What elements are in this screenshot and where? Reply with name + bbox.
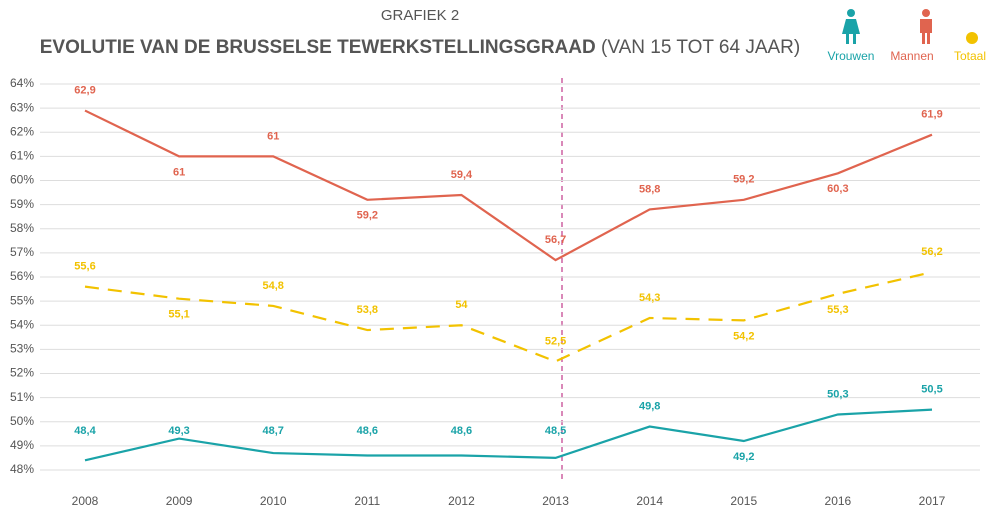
x-tick-label: 2010	[260, 494, 287, 508]
x-tick-label: 2014	[636, 494, 663, 508]
value-label: 61	[173, 166, 185, 178]
value-label: 54,3	[639, 292, 660, 304]
y-tick-label: 58%	[10, 221, 34, 235]
value-label: 54,8	[263, 280, 284, 292]
value-label: 62,9	[74, 84, 95, 96]
legend-label: Totaal	[954, 49, 986, 63]
value-label: 48,6	[357, 425, 378, 437]
legend-label: Mannen	[890, 49, 933, 63]
series-line	[84, 109, 933, 262]
y-tick-label: 59%	[10, 197, 34, 211]
series-line	[84, 408, 933, 462]
chart-title: EVOLUTIE VAN DE BRUSSELSE TEWERKSTELLING…	[40, 37, 800, 58]
x-tick-label: 2016	[825, 494, 852, 508]
y-tick-label: 48%	[10, 462, 34, 476]
value-label: 55,1	[168, 309, 189, 321]
value-label: 48,7	[263, 425, 284, 437]
y-tick-label: 56%	[10, 269, 34, 283]
value-label: 55,6	[74, 261, 95, 273]
value-label: 48,6	[451, 425, 472, 437]
x-tick-label: 2015	[730, 494, 757, 508]
value-label: 54	[455, 299, 468, 311]
title-suffix: (VAN 15 TOT 64 JAAR)	[601, 37, 800, 58]
x-tick-label: 2017	[919, 494, 946, 508]
series-line	[84, 271, 933, 363]
y-tick-label: 57%	[10, 245, 34, 259]
chart-subtitle: GRAFIEK 2	[381, 7, 459, 24]
y-tick-label: 53%	[10, 342, 34, 356]
value-label: 49,3	[168, 425, 189, 437]
y-tick-label: 61%	[10, 149, 34, 163]
x-tick-label: 2013	[542, 494, 569, 508]
value-label: 56,7	[545, 234, 566, 246]
value-label: 52,5	[545, 335, 566, 347]
value-label: 48,5	[545, 425, 566, 437]
y-tick-label: 55%	[10, 293, 34, 307]
x-tick-label: 2009	[166, 494, 193, 508]
value-label: 48,4	[74, 425, 96, 437]
total-icon	[966, 32, 978, 44]
x-tick-label: 2011	[354, 494, 380, 508]
value-label: 49,8	[639, 400, 660, 412]
value-label: 56,2	[921, 246, 942, 258]
grid	[40, 83, 980, 471]
value-label: 59,4	[451, 169, 473, 181]
female-icon	[842, 9, 860, 44]
value-label: 49,2	[733, 451, 754, 463]
title-main: EVOLUTIE VAN DE BRUSSELSE TEWERKSTELLING…	[40, 37, 596, 58]
value-label: 54,2	[733, 330, 754, 342]
legend-label: Vrouwen	[828, 49, 875, 63]
value-label: 53,8	[357, 304, 378, 316]
y-tick-label: 54%	[10, 317, 34, 331]
legend: Vrouwen Mannen Totaal	[828, 9, 986, 63]
value-label: 59,2	[733, 174, 754, 186]
value-label: 61,9	[921, 109, 942, 121]
x-tick-label: 2012	[448, 494, 475, 508]
value-label: 55,3	[827, 304, 848, 316]
y-tick-label: 64%	[10, 76, 34, 90]
y-tick-label: 52%	[10, 366, 34, 380]
value-label: 50,5	[921, 384, 942, 396]
y-tick-label: 50%	[10, 414, 34, 428]
y-tick-label: 62%	[10, 124, 34, 138]
value-label: 59,2	[357, 210, 378, 222]
male-icon	[920, 9, 932, 44]
value-label: 58,8	[639, 183, 660, 195]
y-tick-label: 49%	[10, 438, 34, 452]
y-tick-label: 60%	[10, 173, 34, 187]
y-tick-label: 51%	[10, 390, 34, 404]
value-label: 50,3	[827, 388, 848, 400]
value-label: 61	[267, 130, 279, 142]
x-tick-label: 2008	[72, 494, 99, 508]
y-tick-label: 63%	[10, 100, 34, 114]
value-label: 60,3	[827, 183, 848, 195]
